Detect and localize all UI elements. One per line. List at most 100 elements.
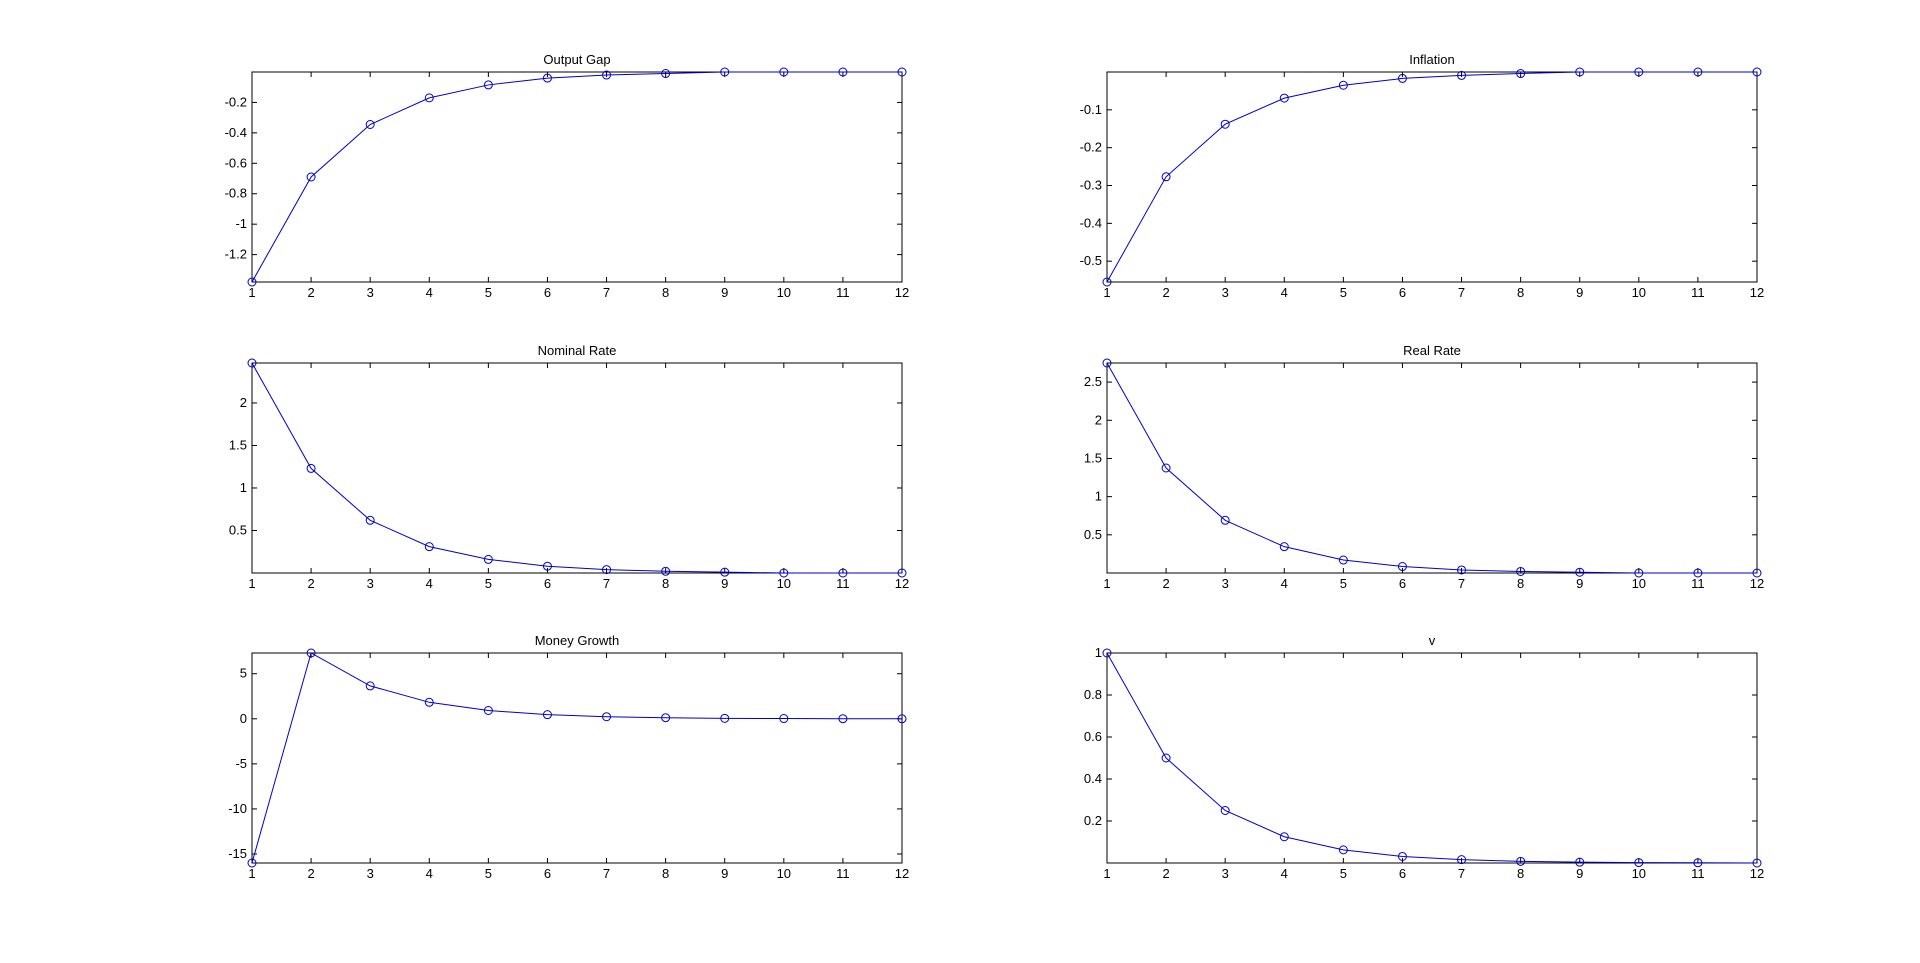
data-point (1102, 358, 1112, 368)
series-line (251, 71, 902, 283)
data-point (1693, 67, 1703, 77)
x-tick-label: 12 (895, 285, 909, 300)
x-tick-label: 7 (1458, 576, 1465, 591)
x-tick-label: 4 (426, 866, 433, 881)
data-point (1161, 172, 1171, 182)
data-point (365, 681, 375, 691)
y-tick-label: 0.2 (1084, 813, 1102, 828)
plot-title: Nominal Rate (538, 343, 617, 358)
x-tick-label: 5 (485, 576, 492, 591)
y-tick-label: 0.4 (1084, 771, 1102, 786)
data-point (1397, 851, 1407, 861)
data-point (365, 515, 375, 525)
data-point (1516, 856, 1526, 866)
y-tick-label: 1.5 (1084, 450, 1102, 465)
x-tick-label: 12 (1750, 285, 1764, 300)
x-tick-label: 3 (1222, 285, 1229, 300)
y-tick-label: 0 (240, 711, 247, 726)
x-tick-label: 7 (1458, 866, 1465, 881)
x-tick-label: 12 (1750, 866, 1764, 881)
x-tick-label: 10 (777, 285, 791, 300)
data-point (1575, 857, 1585, 867)
data-point (1102, 277, 1112, 287)
data-point (602, 565, 612, 575)
data-point (1338, 555, 1348, 565)
plot-title: Inflation (1409, 52, 1455, 67)
x-tick-label: 5 (485, 285, 492, 300)
x-tick-label: 4 (426, 576, 433, 591)
y-tick-label: 1 (1095, 489, 1102, 504)
x-tick-label: 12 (1750, 576, 1764, 591)
x-tick-label: 1 (248, 576, 255, 591)
x-tick-label: 4 (1281, 285, 1288, 300)
x-tick-label: 2 (307, 576, 314, 591)
y-tick-label: 1 (240, 480, 247, 495)
axes-frame (251, 652, 903, 864)
y-tick-label: 5 (240, 666, 247, 681)
x-tick-label: 4 (1281, 576, 1288, 591)
y-tick-label: -5 (235, 756, 247, 771)
x-tick-label: 2 (1162, 576, 1169, 591)
data-point (306, 463, 316, 473)
x-tick-label: 11 (836, 285, 850, 300)
y-tick-label: 0.5 (229, 522, 247, 537)
data-point (1575, 567, 1585, 577)
x-tick-label: 11 (1691, 285, 1705, 300)
y-tick-label: -0.1 (1080, 102, 1102, 117)
x-tick-label: 4 (1281, 866, 1288, 881)
data-point (542, 561, 552, 571)
data-point (661, 69, 671, 79)
x-tick-label: 9 (721, 576, 728, 591)
plot-title: Output Gap (543, 52, 610, 67)
data-point (1516, 69, 1526, 79)
axes-frame (1106, 71, 1758, 283)
y-tick-label: 1 (1095, 645, 1102, 660)
y-tick-label: 2.5 (1084, 374, 1102, 389)
x-tick-label: 10 (1632, 866, 1646, 881)
data-point (1693, 568, 1703, 578)
x-tick-label: 6 (1399, 285, 1406, 300)
x-tick-label: 3 (367, 285, 374, 300)
data-point (1397, 562, 1407, 572)
x-tick-label: 11 (1691, 576, 1705, 591)
data-point (424, 542, 434, 552)
data-point (779, 714, 789, 724)
x-tick-label: 8 (662, 866, 669, 881)
y-tick-label: -0.2 (225, 94, 247, 109)
x-tick-label: 1 (1103, 576, 1110, 591)
x-tick-label: 4 (426, 285, 433, 300)
y-tick-label: 2 (1095, 412, 1102, 427)
data-point (1575, 67, 1585, 77)
data-point (306, 648, 316, 658)
x-tick-label: 9 (1576, 285, 1583, 300)
x-tick-label: 1 (248, 866, 255, 881)
x-tick-label: 8 (1517, 285, 1524, 300)
x-tick-label: 10 (1632, 285, 1646, 300)
x-tick-label: 6 (544, 285, 551, 300)
x-tick-label: 5 (485, 866, 492, 881)
data-point (897, 67, 907, 77)
y-tick-label: -0.2 (1080, 140, 1102, 155)
axes-frame (1106, 362, 1758, 574)
x-tick-label: 10 (777, 866, 791, 881)
x-tick-label: 6 (1399, 866, 1406, 881)
x-tick-label: 5 (1340, 576, 1347, 591)
axes-frame (251, 71, 903, 283)
y-tick-label: -0.6 (225, 155, 247, 170)
data-point (779, 67, 789, 77)
plot-title: Money Growth (535, 633, 620, 648)
data-point (1102, 648, 1112, 658)
x-tick-label: 2 (307, 866, 314, 881)
data-point (897, 714, 907, 724)
plot-title: v (1429, 633, 1436, 648)
axes-frame (251, 362, 903, 574)
data-point (247, 858, 257, 868)
x-tick-label: 10 (777, 576, 791, 591)
series-line (251, 652, 903, 864)
x-tick-label: 9 (721, 866, 728, 881)
data-point (306, 172, 316, 182)
data-point (720, 567, 730, 577)
